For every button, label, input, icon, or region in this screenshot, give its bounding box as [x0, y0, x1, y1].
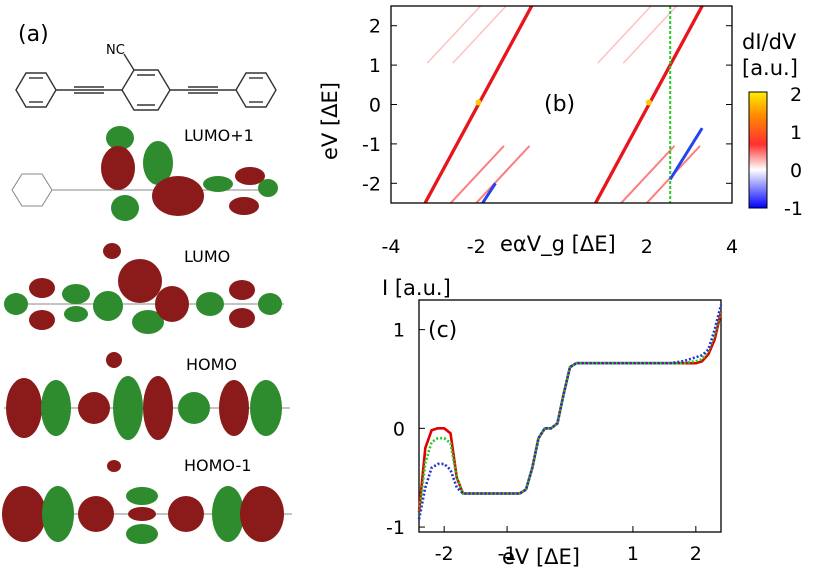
- orbital-lumo: [4, 243, 284, 334]
- iv-y-tick: 0: [393, 418, 405, 440]
- molecule-structure: [15, 53, 277, 111]
- iv-x-tick: -1: [498, 543, 517, 565]
- excited-state-line: [620, 145, 676, 203]
- crossing-point: [645, 99, 652, 106]
- nitrile-label: NC: [106, 43, 125, 58]
- orbital-homo: [4, 352, 290, 440]
- heatmap-x-tick: -4: [382, 236, 401, 258]
- heatmap-xlabel: eαV_g [ΔE]: [500, 232, 616, 256]
- negative-ddv-line: [668, 127, 704, 181]
- orbital-label-homo-minus-1: HOMO-1: [184, 456, 252, 475]
- iv-y-tick: 1: [393, 320, 405, 342]
- panel-b-label: (b): [544, 92, 576, 117]
- colorbar-tick: 1: [790, 122, 803, 144]
- excited-state-line: [622, 6, 678, 64]
- excited-state-line: [452, 6, 507, 64]
- colorbar-label-2: [a.u.]: [742, 56, 798, 80]
- negative-ddv-line: [481, 182, 497, 203]
- colorbar: [748, 91, 768, 209]
- orbital-label-lumo-plus-1: LUMO+1: [184, 126, 254, 145]
- colorbar-tick: 2: [790, 84, 803, 106]
- crossing-point: [475, 99, 482, 106]
- orbital-label-homo: HOMO: [186, 355, 238, 374]
- excited-state-line: [475, 145, 531, 203]
- iv-y-tick: -1: [386, 517, 405, 539]
- heatmap-x-axis-title: eαV_g [ΔE]: [500, 232, 616, 256]
- iv-series-line-2: [417, 304, 723, 520]
- dIdV-heatmap: -4 -2 2 4 2 1 0 -1 -2: [362, 5, 768, 258]
- colorbar-tick: 0: [790, 160, 803, 182]
- heatmap-y-tick: 2: [369, 16, 381, 38]
- heatmap-y-tick: 1: [369, 55, 381, 77]
- heatmap-x-tick: -2: [467, 236, 486, 258]
- iv-x-tick: 2: [690, 543, 702, 565]
- iv-xlabel: eV [ΔE]: [502, 545, 580, 569]
- heatmap-y-tick: -1: [362, 134, 381, 156]
- heatmap-y-tick: -2: [362, 173, 381, 195]
- excited-state-line: [449, 145, 505, 203]
- heatmap-x-tick: 4: [726, 236, 738, 258]
- panel-a-label: (a): [18, 22, 49, 47]
- panel-c-label: (c): [428, 318, 458, 343]
- excited-state-line: [426, 6, 482, 64]
- iv-x-tick: 1: [627, 543, 639, 565]
- iv-ylabel: I [a.u.]: [382, 276, 451, 300]
- heatmap-x-tick: 2: [641, 236, 653, 258]
- orbital-label-lumo: LUMO: [184, 247, 231, 266]
- colorbar-tick: -1: [784, 198, 803, 220]
- excited-state-line: [597, 6, 652, 64]
- orbital-lumo-plus-1: [11, 126, 278, 221]
- iv-x-tick: -2: [435, 543, 454, 565]
- colorbar-label-1: dI/dV: [742, 30, 797, 54]
- orbital-homo-minus-1: [2, 460, 292, 544]
- heatmap-y-tick: 0: [369, 95, 381, 117]
